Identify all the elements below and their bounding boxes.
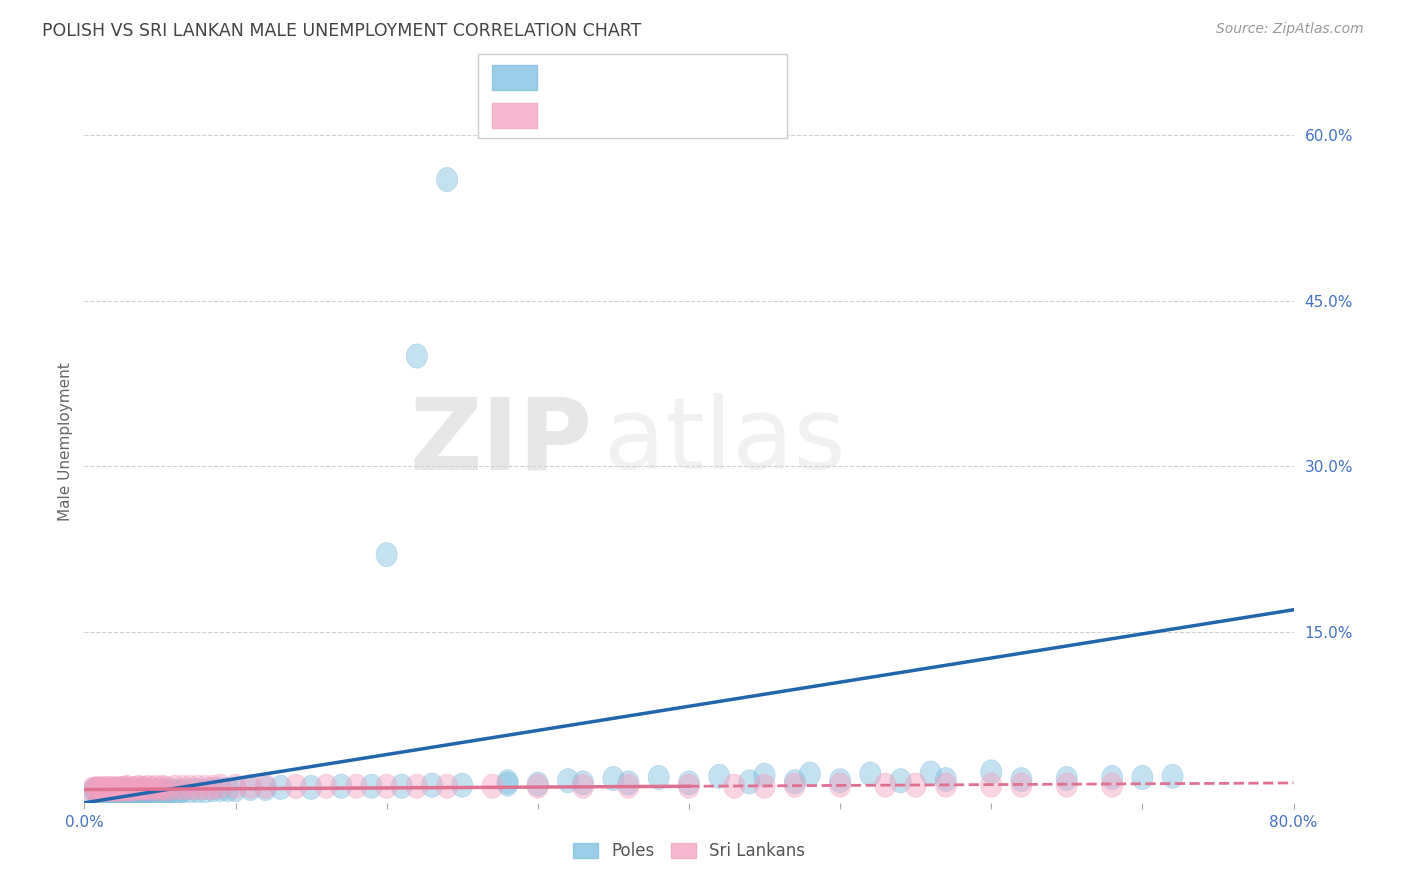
Text: R = 0.342   N = 59: R = 0.342 N = 59 [551,106,709,124]
Text: POLISH VS SRI LANKAN MALE UNEMPLOYMENT CORRELATION CHART: POLISH VS SRI LANKAN MALE UNEMPLOYMENT C… [42,22,641,40]
Text: R = 0.298   N = 88: R = 0.298 N = 88 [551,69,709,87]
Legend: Poles, Sri Lankans: Poles, Sri Lankans [567,836,811,867]
Text: Source: ZipAtlas.com: Source: ZipAtlas.com [1216,22,1364,37]
Y-axis label: Male Unemployment: Male Unemployment [58,362,73,521]
Text: ZIP: ZIP [409,393,592,490]
Text: atlas: atlas [605,393,846,490]
